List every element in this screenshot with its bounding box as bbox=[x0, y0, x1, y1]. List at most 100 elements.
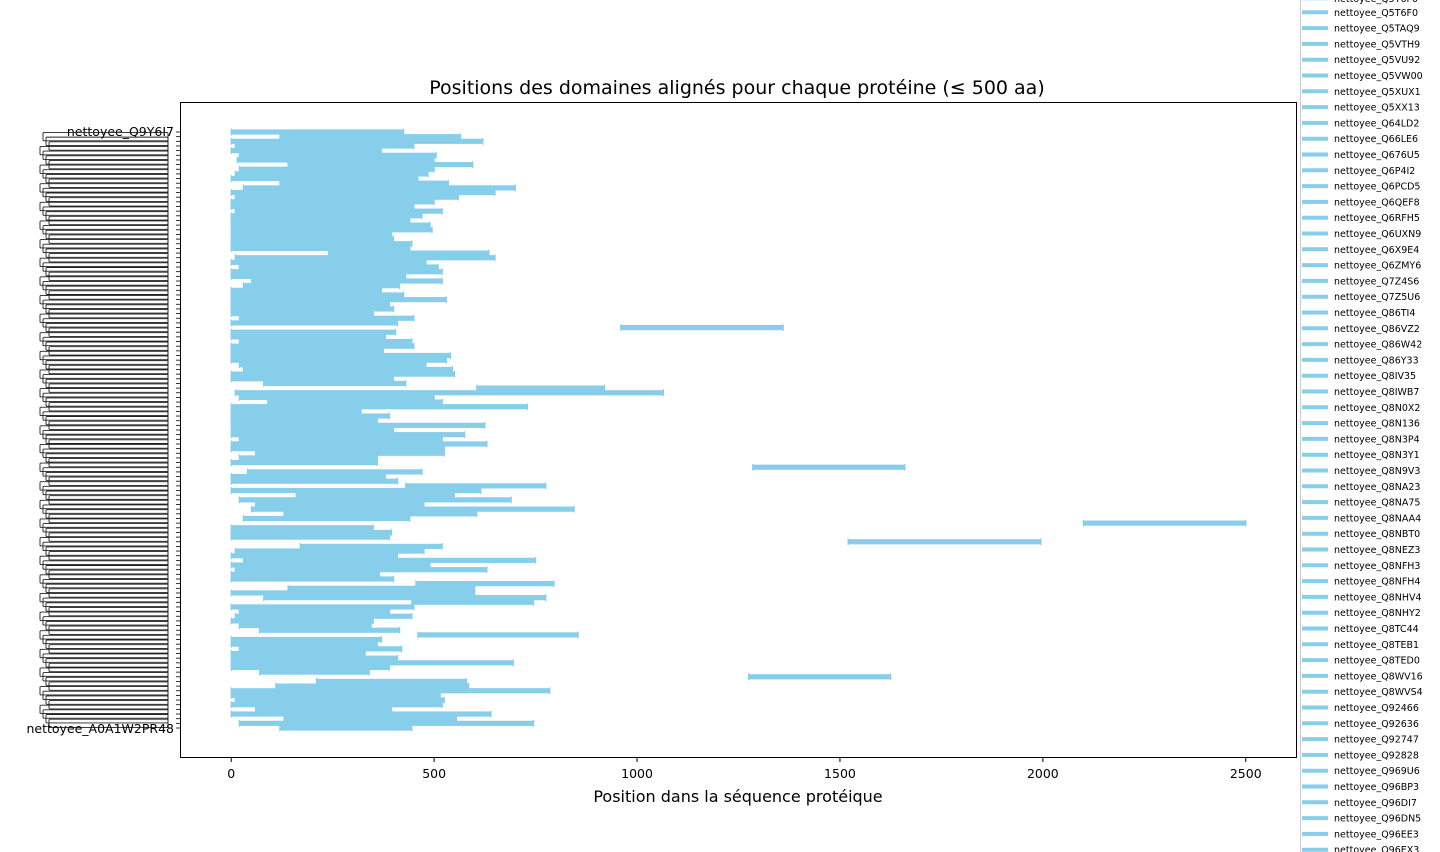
y-tick-label-overlap bbox=[42, 634, 169, 645]
y-tick-label: nettoyee_A0A1W2PR48 bbox=[26, 721, 174, 736]
y-tick-label-overlap bbox=[39, 443, 169, 454]
domain-bar bbox=[231, 357, 447, 363]
x-tick-label: 1000 bbox=[621, 766, 653, 781]
y-tick-label-overlap bbox=[48, 588, 169, 598]
y-tick-label-overlap bbox=[42, 467, 169, 477]
domain-bar bbox=[251, 506, 575, 512]
domain-bar bbox=[279, 134, 461, 140]
domain-bar bbox=[231, 688, 550, 694]
domain-bar bbox=[231, 129, 404, 135]
x-tick-label: 500 bbox=[422, 766, 446, 781]
domain-bar bbox=[231, 660, 514, 666]
y-tick-label-overlap bbox=[48, 625, 169, 635]
legend-label: nettoyee_Q6QEF8 bbox=[1334, 197, 1420, 208]
legend-label: nettoyee_Q8IV35 bbox=[1334, 371, 1416, 382]
domain-bar bbox=[231, 702, 443, 708]
y-tick-label-overlap bbox=[45, 527, 169, 538]
legend-label: nettoyee_Q8TED0 bbox=[1334, 656, 1420, 667]
y-tick-label-overlap bbox=[45, 658, 169, 668]
y-tick-label-overlap bbox=[39, 518, 169, 528]
legend-label: nettoyee_Q8NA75 bbox=[1334, 498, 1420, 509]
y-tick-label-overlap bbox=[48, 551, 169, 561]
domain-bar bbox=[231, 650, 366, 657]
domain-bar bbox=[243, 283, 400, 289]
domain-bar bbox=[231, 301, 390, 307]
domain-bar bbox=[288, 161, 473, 168]
legend-label: nettoyee_Q64LD2 bbox=[1334, 118, 1419, 129]
y-tick-label-overlap bbox=[39, 239, 169, 249]
domain-bar bbox=[239, 394, 435, 401]
domain-bar bbox=[263, 380, 406, 387]
domain-bar bbox=[259, 627, 400, 633]
domain-bar bbox=[476, 385, 605, 391]
legend-label: nettoyee_Q8N3P4 bbox=[1334, 434, 1420, 445]
domain-bar bbox=[239, 436, 443, 442]
y-tick-label-overlap bbox=[48, 420, 169, 430]
domain-bar bbox=[231, 432, 465, 438]
legend-label: nettoyee_Q8NBT0 bbox=[1334, 529, 1420, 540]
domain-bar bbox=[231, 236, 394, 242]
legend-label: nettoyee_Q8TEB1 bbox=[1334, 640, 1419, 651]
legend-label: nettoyee_Q8NHY2 bbox=[1334, 608, 1421, 619]
y-tick-label-overlap bbox=[42, 560, 169, 570]
domain-bar bbox=[231, 259, 427, 265]
y-tick-label-overlap bbox=[45, 248, 169, 258]
domain-bar bbox=[235, 613, 412, 619]
domain-bar bbox=[231, 189, 496, 196]
domain-bar bbox=[239, 455, 378, 461]
legend-label: nettoyee_Q92466 bbox=[1334, 703, 1419, 714]
domain-bar bbox=[251, 278, 443, 284]
legend-label: nettoyee_Q7Z4S6 bbox=[1334, 276, 1419, 287]
y-tick-label-overlap bbox=[48, 308, 169, 319]
domain-bar bbox=[231, 562, 431, 568]
domain-bar bbox=[231, 590, 475, 596]
legend-label: nettoyee_Q92828 bbox=[1334, 750, 1419, 761]
legend-label: nettoyee_Q86W42 bbox=[1334, 340, 1422, 351]
chart-title: Positions des domaines alignés pour chaq… bbox=[429, 77, 1045, 99]
legend-label: nettoyee_Q5XUX1 bbox=[1334, 87, 1421, 98]
y-tick-label-overlap bbox=[42, 504, 169, 514]
domain-bar bbox=[620, 324, 784, 331]
y-tick-label-overlap bbox=[48, 476, 169, 486]
domain-bar bbox=[231, 525, 374, 531]
domain-bar bbox=[231, 241, 412, 247]
legend-label: nettoyee_Q8N9V3 bbox=[1334, 466, 1420, 477]
y-tick-label-overlap bbox=[42, 448, 169, 458]
domain-bar bbox=[231, 604, 414, 610]
domain-bar bbox=[231, 636, 382, 643]
domain-bar bbox=[231, 227, 433, 233]
legend-label: nettoyee_Q5VW00 bbox=[1334, 71, 1423, 82]
y-tick-label-overlap bbox=[48, 364, 169, 375]
x-axis-label: Position dans la séquence protéique bbox=[593, 787, 882, 806]
y-tick-label-overlap bbox=[45, 322, 169, 333]
y-tick-label-overlap bbox=[48, 662, 169, 673]
domain-bar bbox=[235, 143, 414, 149]
y-tick-label-overlap bbox=[39, 313, 169, 323]
domain-bar bbox=[263, 595, 546, 601]
domain-bar bbox=[243, 557, 536, 563]
domain-bar bbox=[239, 646, 402, 652]
domain-bar bbox=[231, 371, 455, 377]
legend-label: nettoyee_Q6UXN9 bbox=[1334, 229, 1421, 240]
legend-label: nettoyee_Q96BP3 bbox=[1334, 782, 1419, 793]
y-tick-label-overlap bbox=[42, 299, 169, 309]
domain-bar bbox=[231, 422, 485, 428]
domain-bar bbox=[231, 487, 481, 494]
legend-box bbox=[1300, 0, 1440, 852]
y-tick-label-overlap bbox=[39, 332, 169, 342]
domain-bar bbox=[296, 492, 455, 498]
y-tick-label-overlap bbox=[42, 709, 169, 719]
y-tick-label-overlap bbox=[39, 201, 169, 212]
y-tick-label-overlap bbox=[45, 416, 169, 426]
y-tick-label-overlap bbox=[48, 606, 169, 617]
y-tick-label-overlap bbox=[48, 439, 169, 449]
y-tick-label-overlap bbox=[39, 294, 169, 305]
domain-bar bbox=[235, 194, 459, 200]
y-tick-label-overlap bbox=[45, 192, 169, 202]
legend-label: nettoyee_Q86Y33 bbox=[1334, 355, 1419, 366]
legend-label: nettoyee_Q969U6 bbox=[1334, 766, 1420, 777]
legend-label: nettoyee_Q8NEZ3 bbox=[1334, 545, 1420, 556]
y-tick-label-overlap bbox=[48, 718, 169, 728]
domain-bar bbox=[231, 310, 374, 317]
y-tick-label-overlap bbox=[42, 318, 169, 328]
